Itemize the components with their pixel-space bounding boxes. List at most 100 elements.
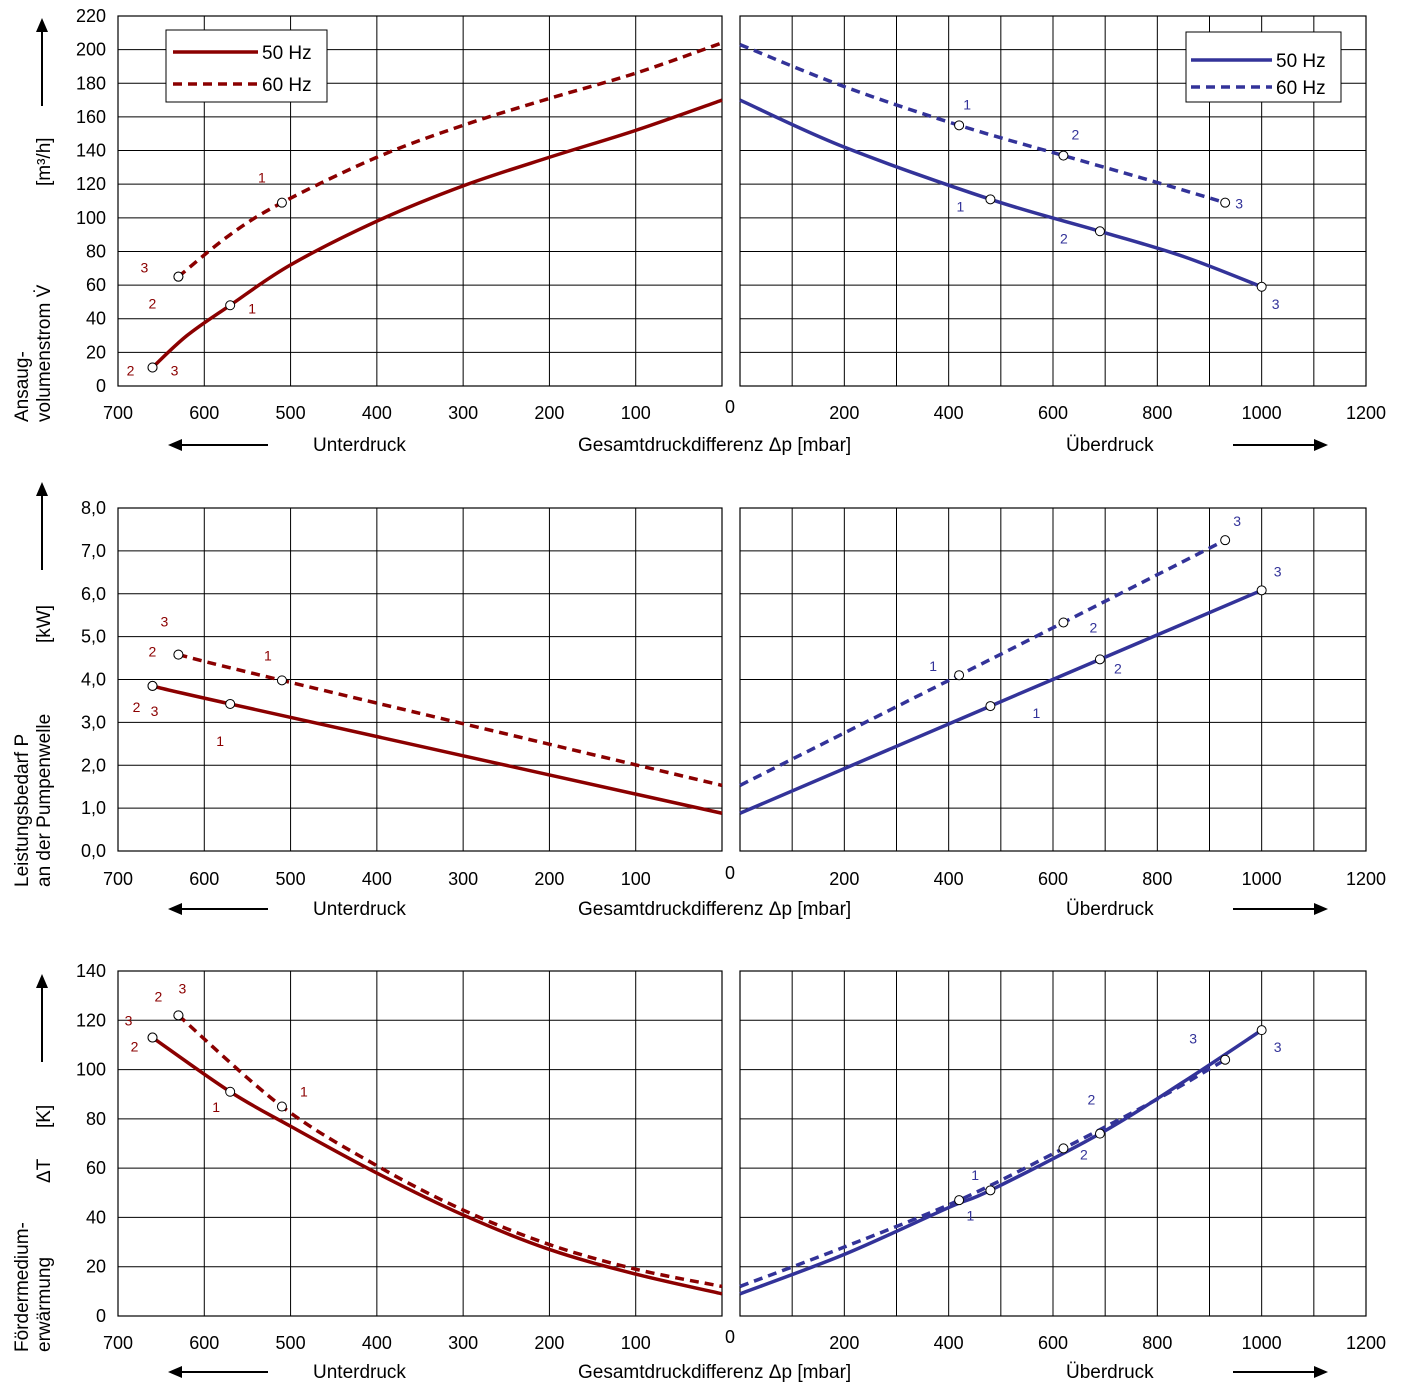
y-axis-label-line: Ansaug- — [12, 351, 33, 422]
x-tick-label-right: 0 — [725, 397, 735, 417]
series-line-left-50hz — [151, 98, 723, 369]
ueberdruck-arrow-3-head — [1314, 1366, 1328, 1378]
y-axis-label-line: Leistungsbedarf P — [12, 734, 33, 887]
x-tick-label-left: 700 — [103, 1333, 133, 1353]
y-tick-label: 0 — [96, 376, 106, 396]
plot-frame-left — [117, 507, 723, 852]
series-line-right-60hz — [739, 538, 1226, 787]
operating-point-marker — [173, 649, 184, 660]
operating-point-marker — [1094, 654, 1105, 665]
y-axis-label-line: Fördermedium- — [12, 1222, 33, 1352]
y-tick-label: 100 — [76, 1060, 106, 1080]
series-line-right-60hz — [739, 1058, 1227, 1289]
operating-point-marker — [147, 680, 158, 691]
operating-point-marker — [1256, 585, 1267, 596]
y-tick-label: 120 — [76, 1010, 106, 1030]
x-tick-label-right: 1000 — [1242, 1333, 1282, 1353]
y-tick-label: 40 — [86, 1207, 106, 1227]
operating-point-marker — [1058, 1143, 1069, 1154]
unterdruck-arrow-1-head — [168, 439, 182, 451]
y-tick-label: 160 — [76, 107, 106, 127]
operating-point-label: 2 — [149, 296, 157, 312]
operating-point-marker — [954, 1195, 965, 1206]
x-tick-label-left: 300 — [448, 869, 478, 889]
operating-point-label: 1 — [967, 1207, 975, 1223]
ueberdruck-arrow-1-head — [1314, 439, 1328, 451]
operating-point-marker — [954, 120, 965, 131]
y-tick-label: 0 — [96, 1306, 106, 1326]
legend-right-label-60hz: 60 Hz — [1276, 78, 1326, 99]
operating-point-label: 3 — [141, 260, 149, 276]
operating-point-label: 3 — [1189, 1031, 1197, 1047]
legend-right-box — [1185, 31, 1342, 103]
x-tick-label-right: 0 — [725, 863, 735, 883]
x-tick-label-right: 1200 — [1346, 403, 1386, 423]
y-axis-arrow-2-head — [36, 482, 48, 496]
x-tick-label-right: 200 — [829, 1333, 859, 1353]
x-tick-label-left: 600 — [189, 1333, 219, 1353]
y-tick-label: 0,0 — [81, 841, 106, 861]
x-tick-label-right: 800 — [1142, 869, 1172, 889]
plot-frame-left — [117, 15, 723, 387]
operating-point-label: 3 — [1233, 513, 1241, 529]
x-tick-label-right: 200 — [829, 403, 859, 423]
unterdruck-arrow-3-head — [168, 1366, 182, 1378]
unterdruck-arrow-2-head — [168, 903, 182, 915]
operating-point-label: 1 — [1033, 705, 1041, 721]
plot-frame-right — [739, 507, 1367, 852]
x-tick-label-left: 400 — [362, 1333, 392, 1353]
unterdruck-label: Unterdruck — [313, 1362, 406, 1383]
y-tick-label: 180 — [76, 73, 106, 93]
x-tick-label-left: 200 — [534, 1333, 564, 1353]
y-axis-unit: [kW] — [34, 605, 55, 643]
operating-point-label: 2 — [131, 1039, 139, 1055]
x-tick-label-left: 200 — [534, 403, 564, 423]
operating-point-marker — [147, 362, 158, 373]
x-tick-label-right: 1000 — [1242, 869, 1282, 889]
operating-point-label: 2 — [155, 988, 163, 1004]
y-tick-label: 80 — [86, 1109, 106, 1129]
operating-point-marker — [985, 701, 996, 712]
operating-point-marker — [1094, 1128, 1105, 1139]
ueberdruck-label: Überdruck — [1066, 899, 1154, 920]
operating-point-label: 2 — [133, 699, 141, 715]
operating-point-marker — [147, 1032, 158, 1043]
x-tick-label-right: 1200 — [1346, 869, 1386, 889]
y-tick-label: 100 — [76, 208, 106, 228]
x-tick-label-right: 400 — [934, 403, 964, 423]
x-tick-label-left: 500 — [276, 403, 306, 423]
operating-point-label: 1 — [216, 733, 224, 749]
series-line-right-50hz — [739, 98, 1263, 289]
x-tick-label-left: 100 — [621, 1333, 651, 1353]
operating-point-marker — [1220, 535, 1231, 546]
y-tick-label: 140 — [76, 961, 106, 981]
operating-point-label: 3 — [161, 614, 169, 630]
x-tick-label-right: 400 — [934, 869, 964, 889]
y-tick-label: 80 — [86, 241, 106, 261]
operating-point-label: 2 — [1060, 230, 1068, 246]
y-tick-label: 140 — [76, 141, 106, 161]
x-tick-label-left: 400 — [362, 869, 392, 889]
y-tick-label: 220 — [76, 6, 106, 26]
operating-point-marker — [1058, 150, 1069, 161]
y-tick-label: 2,0 — [81, 755, 106, 775]
y-axis-unit: [m³/h] — [34, 137, 55, 186]
chart-panel-2: 0,0 1,0 2,0 3,0 4,0 5,0 6,0 7,0 8,0 700 600 500 400 3… — [12, 498, 1386, 920]
series-line-left-60hz — [177, 1014, 723, 1289]
y-axis-label-line: erwärmung — [34, 1257, 55, 1352]
operating-point-label: 3 — [171, 363, 179, 379]
operating-point-label: 2 — [1114, 660, 1122, 676]
x-tick-label-right: 1200 — [1346, 1333, 1386, 1353]
operating-point-label: 3 — [179, 980, 187, 996]
x-tick-label-right: 600 — [1038, 1333, 1068, 1353]
operating-point-marker — [1256, 281, 1267, 292]
y-axis-label-line: volumenstrom V̇ — [34, 284, 55, 422]
operating-point-label: 1 — [963, 96, 971, 112]
series-line-left-50hz — [152, 684, 723, 815]
operating-point-label: 1 — [258, 170, 266, 186]
operating-point-label: 2 — [1072, 127, 1080, 143]
x-tick-label-left: 300 — [448, 1333, 478, 1353]
operating-point-label: 3 — [1274, 1039, 1282, 1055]
operating-point-marker — [276, 675, 287, 686]
operating-point-marker — [1256, 1025, 1267, 1036]
